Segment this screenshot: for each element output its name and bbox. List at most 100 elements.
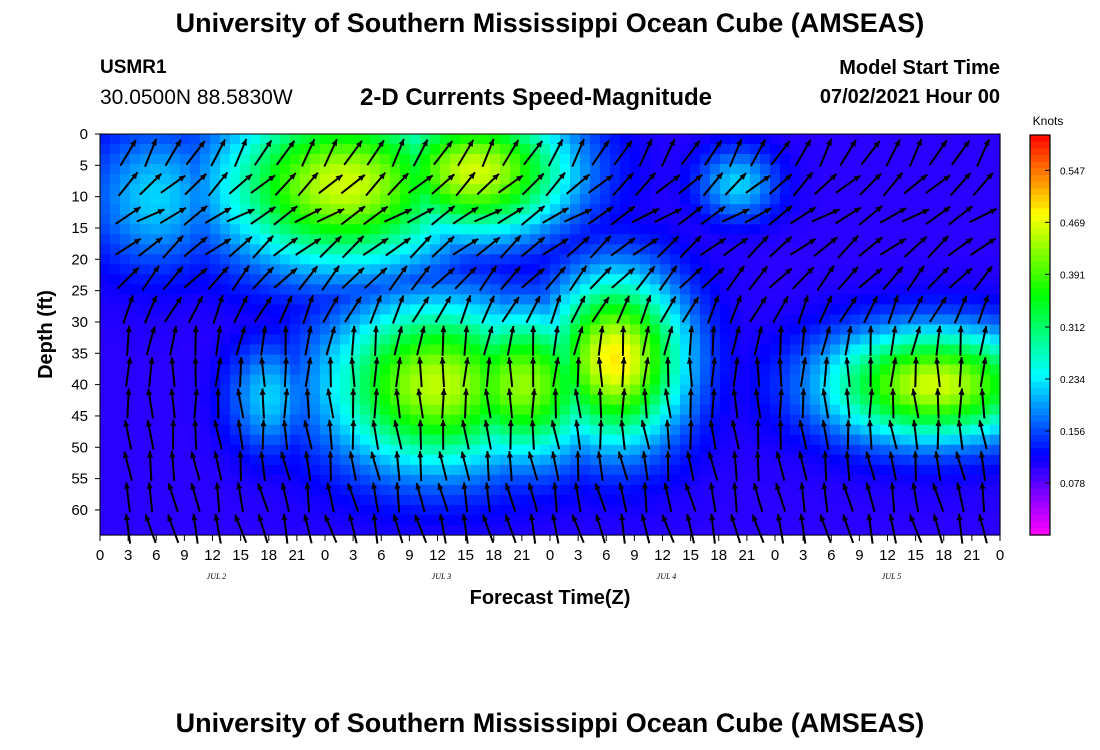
current-arrow [932,514,944,544]
heatmap-cell [940,284,951,296]
heatmap-cell [480,494,491,506]
heatmap-cell [540,484,551,496]
current-arrow [660,138,676,167]
heatmap-cell [530,444,541,456]
current-arrow [640,513,651,544]
heatmap-cell [130,414,141,426]
heatmap-cell [480,504,491,516]
heatmap-cell [440,314,451,326]
heatmap-cell [990,494,1001,506]
heatmap-cell [510,314,521,326]
heatmap-cell [630,444,641,456]
heatmap-cell [390,234,401,245]
heatmap-cell [410,214,421,225]
current-arrow [552,388,559,419]
current-arrow [642,482,649,513]
heatmap-cell [930,394,941,406]
heatmap-cell [970,344,981,356]
heatmap-cell [890,344,901,356]
heatmap-cell [870,264,881,275]
heatmap-cell [920,274,931,285]
heatmap-cell [340,144,351,155]
heatmap-cell [510,324,521,336]
current-arrow [731,388,739,419]
heatmap-cell [540,384,551,396]
heatmap-cell [200,224,211,235]
heatmap-cell [400,164,411,175]
heatmap-cell [140,174,151,185]
heatmap-cell [290,434,301,446]
current-arrow [726,265,746,291]
current-arrow [187,295,204,324]
heatmap-cell [930,434,941,446]
colorbar-swatch [1030,428,1050,436]
current-arrow [704,139,723,166]
heatmap-cell [170,404,181,416]
heatmap-cell [830,154,841,165]
heatmap-cell [330,464,341,476]
heatmap-cell [750,434,761,446]
station-id: USMR1 [100,57,167,78]
heatmap-cell [370,314,381,326]
heatmap-cell [240,284,251,296]
heatmap-cell [250,154,261,165]
heatmap-cell [890,234,901,245]
heatmap-cell [970,514,981,526]
heatmap-cell [330,184,341,195]
heatmap-cell [800,254,811,265]
heatmap-cell [840,154,851,165]
heatmap-cell [820,204,831,215]
x-tick-label: 21 [964,547,981,564]
heatmap-cell [890,314,901,326]
heatmap-cell [550,134,561,145]
heatmap-cell [930,224,941,235]
heatmap-cell [100,324,111,336]
heatmap-cell [750,284,761,296]
heatmap-cell [430,214,441,225]
heatmap-cell [130,274,141,285]
heatmap-cell [750,404,761,416]
heatmap-cell [230,194,241,205]
heatmap-cell [860,364,871,376]
heatmap-cell [480,254,491,265]
heatmap-cell [650,304,661,316]
heatmap-cell [350,154,361,165]
heatmap-cell [360,244,371,255]
heatmap-cell [140,394,151,406]
heatmap-cell [950,344,961,356]
heatmap-cell [440,224,451,235]
heatmap-cell [240,224,251,235]
heatmap-cell [550,144,561,155]
current-arrow [889,482,896,513]
heatmap-cell [730,154,741,165]
heatmap-cell [710,224,721,235]
heatmap-cell [370,474,381,486]
heatmap-cell [810,374,821,386]
heatmap-cell [330,364,341,376]
heatmap-cell [850,464,861,476]
heatmap-cell [540,354,551,366]
current-arrow [860,140,881,166]
heatmap-cell [700,524,711,536]
heatmap-cell [250,204,261,215]
heatmap-cell [180,224,191,235]
heatmap-cell [270,304,281,316]
heatmap-cell [340,394,351,406]
current-arrow [591,296,610,323]
x-axis-label: Forecast Time(Z) [470,587,631,609]
heatmap-cell [770,294,781,306]
heatmap-cell [320,444,331,456]
heatmap-cell [180,254,191,265]
heatmap-cell [270,354,281,366]
heatmap-cell [930,454,941,466]
heatmap-cell [120,394,131,406]
heatmap-cell [790,514,801,526]
heatmap-cell [310,144,321,155]
heatmap-cell [460,284,471,296]
heatmap-cell [810,224,821,235]
heatmap-cell [500,174,511,185]
heatmap-cell [490,274,501,285]
current-arrow [753,325,764,356]
heatmap-cell [260,274,271,285]
